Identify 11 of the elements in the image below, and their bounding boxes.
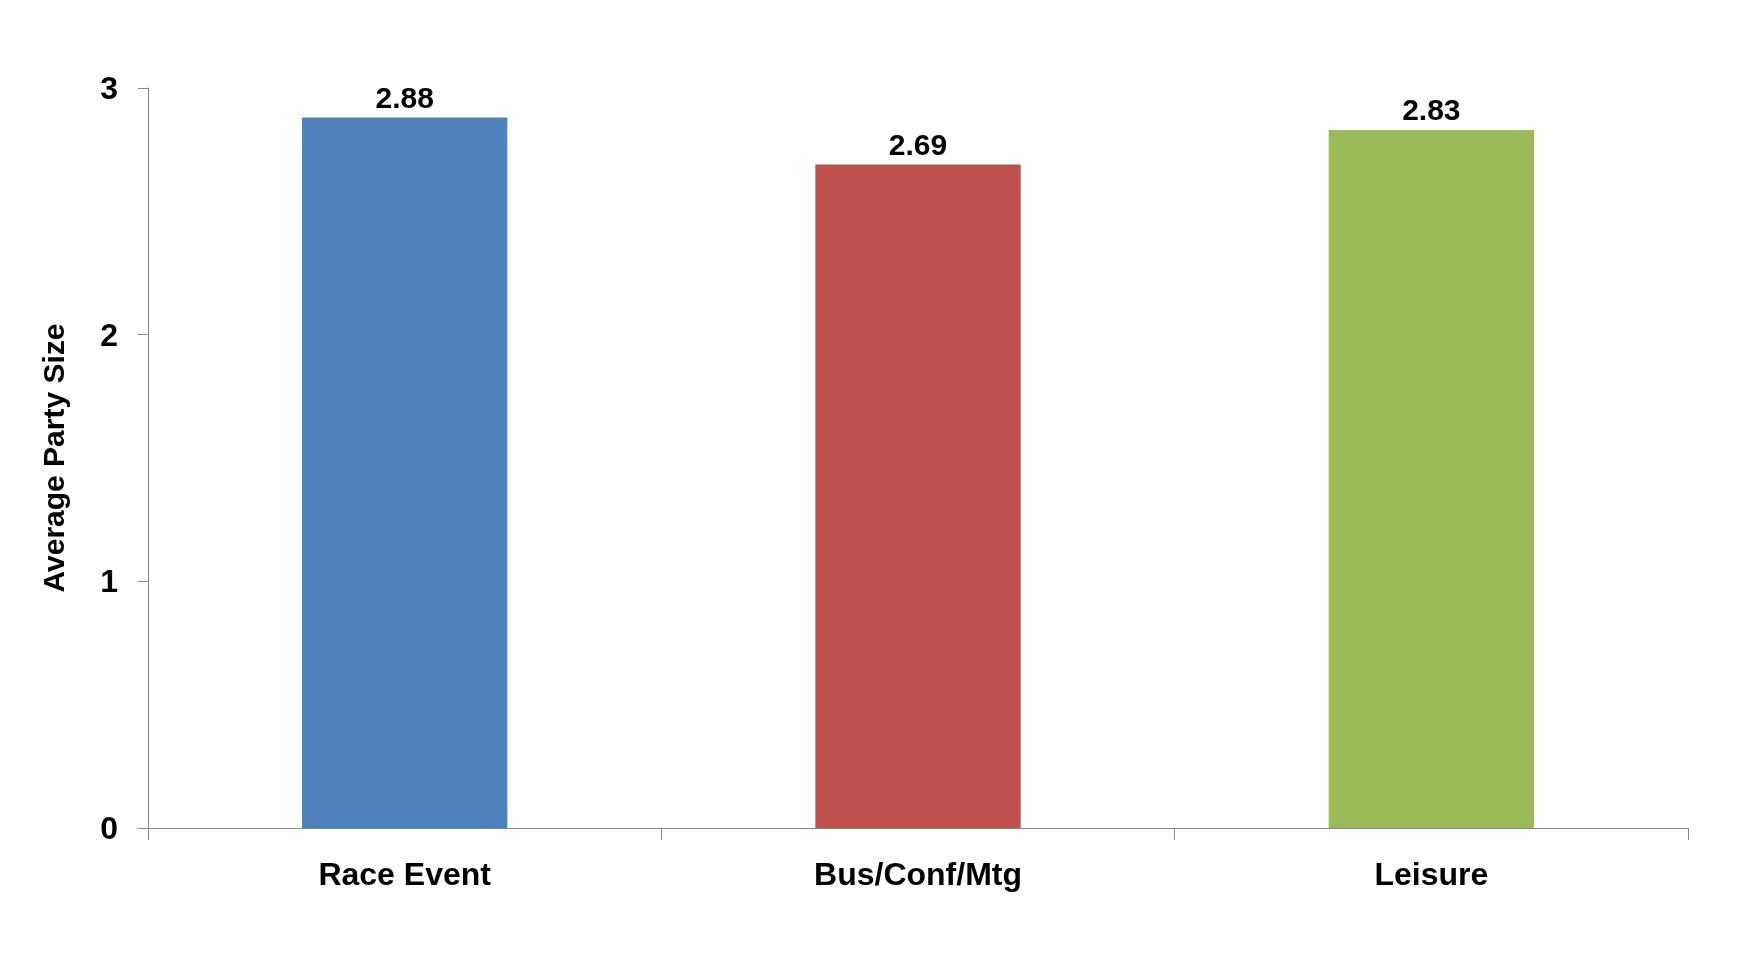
- x-tick-label: Leisure: [1374, 856, 1489, 892]
- y-axis-title: Average Party Size: [36, 323, 70, 593]
- data-label: 2.69: [888, 127, 948, 161]
- y-tick-label: 0: [100, 810, 118, 846]
- data-label: 2.83: [1402, 93, 1461, 127]
- y-tick-label: 3: [100, 70, 118, 106]
- x-tick-label: Race Event: [318, 856, 492, 892]
- y-tick-label: 2: [100, 316, 118, 353]
- x-tick-label: Bus/Conf/Mtg: [814, 856, 1022, 892]
- y-tick-label: 1: [100, 563, 118, 600]
- data-label: 2.88: [375, 81, 434, 115]
